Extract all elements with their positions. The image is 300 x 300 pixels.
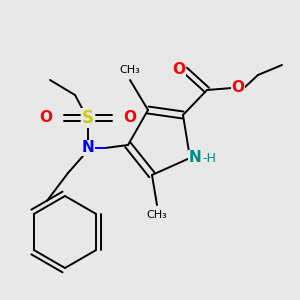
Text: O: O [172,62,185,77]
Text: S: S [82,109,94,127]
Text: N: N [189,151,201,166]
Text: -H: -H [202,152,216,164]
Text: O: O [124,110,136,125]
Text: N: N [82,140,94,155]
Text: O: O [232,80,244,95]
Text: O: O [40,110,52,125]
Text: CH₃: CH₃ [147,210,167,220]
Text: CH₃: CH₃ [120,65,140,75]
